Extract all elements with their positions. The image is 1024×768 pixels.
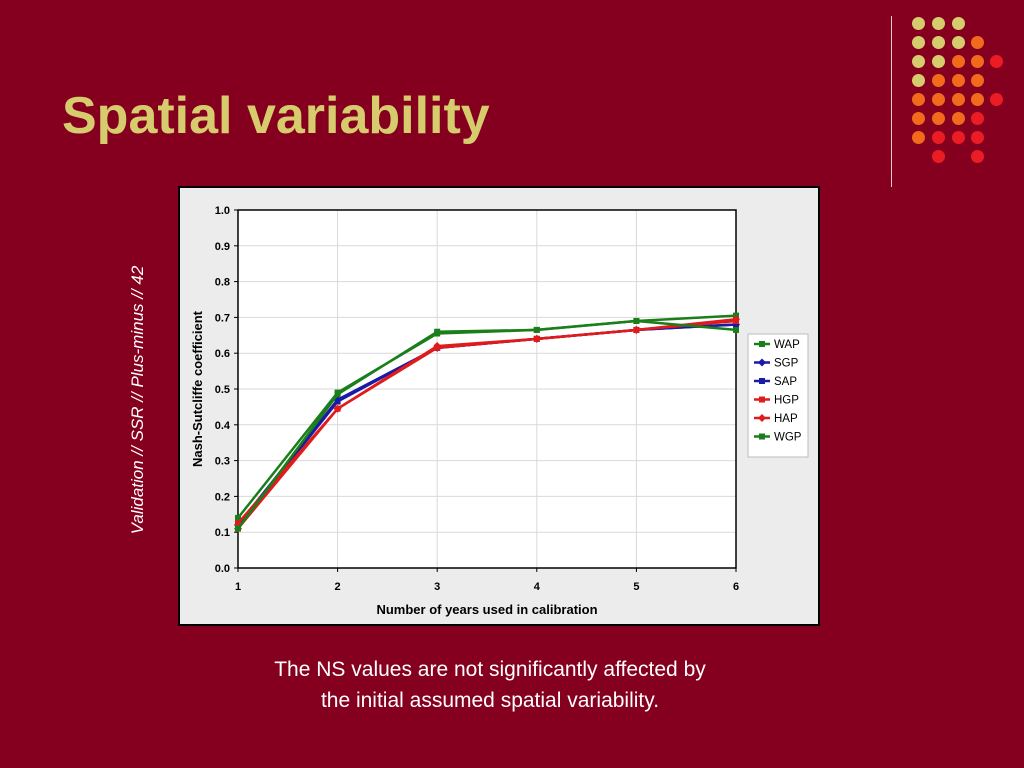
data-point [533, 326, 540, 333]
decorative-dot [970, 35, 984, 49]
legend-label: HGP [774, 395, 799, 407]
decorative-dot [989, 92, 1003, 106]
series-line-hap [237, 317, 737, 530]
decorative-dot [931, 73, 945, 87]
y-tick-label: 0.1 [215, 527, 230, 539]
decorative-dot [911, 54, 925, 68]
decorative-dot [931, 111, 945, 125]
decorative-dot [931, 92, 945, 106]
legend-marker [759, 396, 765, 403]
x-tick-label: 2 [335, 581, 341, 593]
line-chart: 0.00.10.20.30.40.50.60.70.80.91.01 2 3 4 5 6 … [190, 205, 809, 617]
decorative-dot [951, 16, 965, 30]
series-wgp [235, 317, 739, 532]
caption: The NS values are not significantly affe… [200, 654, 780, 716]
data-point [633, 317, 640, 324]
legend-item: SAP [754, 376, 797, 388]
legend-item: SGP [754, 358, 799, 370]
legend-label: WGP [774, 432, 802, 444]
chart-frame: 0.0 0.1 0.2 0.3 0.4 0.5 0.6 0.7 0.8 0.9 1.0 1 2 3 4 5 6 … [178, 186, 820, 626]
data-point [235, 520, 241, 527]
series-line-wgp [236, 319, 737, 530]
data-point [532, 334, 541, 343]
decorative-dot [911, 35, 925, 49]
decorative-dot [911, 111, 925, 125]
legend-marker [758, 414, 766, 422]
data-point [732, 315, 740, 324]
decorative-dot [931, 54, 945, 68]
decorative-dot [970, 92, 984, 106]
y-tick-label: 0.3 [215, 456, 230, 468]
axis-ticks: 0.0 0.1 0.2 0.3 0.4 0.5 0.6 0.7 0.8 0.9 1.0 1 2 3 4 5 6 [215, 205, 739, 593]
legend-item: HAP [754, 413, 798, 425]
legend-label: SAP [774, 376, 797, 388]
x-tick-label: 5 [633, 581, 639, 593]
y-tick-label: 1.0 [215, 205, 230, 217]
decorative-dot [970, 73, 984, 87]
decorative-dot [951, 35, 965, 49]
data-point [333, 404, 342, 413]
legend-item: WGP [754, 432, 802, 444]
y-tick-label: 0.5 [215, 384, 230, 396]
y-tick-label: 0.9 [215, 241, 230, 253]
decorative-dot [931, 35, 945, 49]
decorative-dot [911, 130, 925, 144]
legend-item: HGP [754, 395, 799, 407]
decorative-dot [931, 130, 945, 144]
y-tick-label: 0.8 [215, 277, 230, 289]
y-tick-label: 0.7 [215, 312, 230, 324]
legend-marker [759, 341, 765, 347]
y-axis-label: Nash-Sutcliffe coefficient [190, 310, 205, 467]
decorative-dot [970, 149, 984, 163]
data-point [733, 321, 739, 328]
data-point [632, 325, 641, 334]
data-point [733, 326, 739, 333]
decorative-dot [911, 92, 925, 106]
caption-line-1: The NS values are not significantly affe… [274, 658, 706, 681]
legend-item: WAP [754, 339, 800, 351]
decorative-dot [931, 149, 945, 163]
x-tick-label: 3 [434, 581, 440, 593]
decorative-dot [911, 16, 925, 30]
slide-title: Spatial variability [62, 87, 490, 145]
data-point [334, 398, 341, 405]
data-point [235, 514, 241, 521]
data-point [235, 525, 241, 532]
decorative-dot [911, 73, 925, 87]
chart-grid [237, 209, 737, 569]
legend-label: HAP [774, 413, 798, 425]
side-label: Validation // SSR // Plus-minus // 42 [128, 265, 147, 535]
legend-label: SGP [774, 358, 799, 370]
decorative-dot [931, 16, 945, 30]
chart-legend: WAP SGP SAP HGP HAP WGP [747, 333, 809, 458]
decorative-dot [951, 73, 965, 87]
legend-marker [759, 378, 765, 384]
y-tick-label: 0.4 [215, 420, 231, 432]
decorative-divider [891, 16, 892, 187]
legend-marker [758, 358, 766, 367]
decorative-dot [970, 111, 984, 125]
y-tick-label: 0.6 [215, 348, 230, 360]
x-axis-label: Number of years used in calibration [376, 602, 597, 617]
y-tick-label: 0.2 [215, 491, 230, 503]
data-point [434, 328, 441, 335]
decorative-dot [951, 92, 965, 106]
legend-marker [759, 433, 765, 440]
x-tick-label: 6 [733, 581, 739, 593]
legend-label: WAP [774, 339, 800, 351]
series-group [234, 312, 740, 533]
decorative-dot [989, 54, 1003, 68]
caption-line-2: the initial assumed spatial variability. [320, 689, 660, 712]
decorative-dot [970, 130, 984, 144]
x-tick-label: 4 [534, 581, 541, 593]
x-tick-label: 1 [235, 581, 241, 593]
decorative-dot [951, 130, 965, 144]
data-point [334, 391, 341, 398]
decorative-dot [970, 54, 984, 68]
y-tick-label: 0.0 [215, 563, 230, 575]
data-point [433, 342, 442, 351]
decorative-dot [951, 54, 965, 68]
decorative-dot [951, 111, 965, 125]
